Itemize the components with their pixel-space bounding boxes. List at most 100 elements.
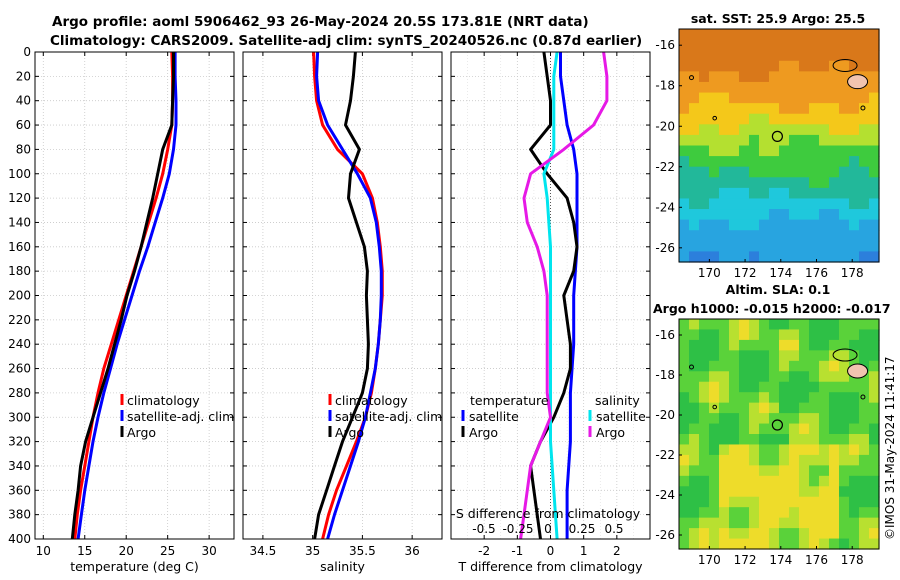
map-cell [859,528,870,540]
map-cell [739,187,750,200]
map-cell [749,198,760,210]
map-cell [819,444,830,456]
map-cell [789,528,800,540]
map-x-tick-label: 178 [841,553,864,567]
map-cell [729,134,740,147]
y-tick-label: 360 [8,483,31,497]
map-cell [859,454,870,466]
map-cell [699,538,710,550]
map-cell [859,371,870,383]
map-cell [699,81,710,94]
series-line-temperature-satellite [559,52,579,539]
map-cell [749,423,760,435]
y-tick-label: 140 [8,215,31,229]
map-cell [789,103,800,115]
map-cell [769,251,780,263]
map-cell [719,402,730,414]
map-cell [689,339,700,351]
y-tick-label: 100 [8,167,31,181]
map-cell [709,528,720,540]
map-cell [869,444,880,456]
map-cell [799,240,810,253]
top-tick-label: 0 [544,522,552,536]
legend-label: satellite [469,409,519,424]
map-cell [689,454,700,466]
map-cell [689,124,700,136]
map-cell [789,134,800,147]
map-cell [699,423,710,435]
map-cell [759,402,770,414]
map-cell [739,360,750,372]
map-cell [829,434,840,446]
map-x-tick-label: 176 [805,266,828,280]
map-cell [789,496,800,508]
map-cell [679,496,690,508]
map-cell [719,319,730,331]
map-cell [769,39,780,51]
map-cell [789,60,800,72]
map-cell [759,360,770,372]
map-cell [799,381,810,393]
map-cell [699,209,710,221]
map-cell [839,92,850,104]
map-cell [689,166,700,178]
map-cell [809,423,820,435]
map-cell [709,230,720,242]
map-cell [779,507,790,519]
map-cell [689,517,700,529]
map-cell [729,413,740,425]
map-cell [679,124,690,136]
map-y-tick-label: -16 [655,328,675,342]
map-cell [709,39,720,51]
x-tick-label: -1 [511,544,523,558]
map-cell [829,517,840,529]
map-cell [689,475,700,487]
map-cell [849,103,860,115]
map-cell [729,71,740,83]
map-cell [859,198,870,210]
map-cell [679,187,690,200]
map-cell [729,402,740,414]
map-frame [678,28,880,263]
series-line-satellite-adj-clim [315,51,383,540]
x-axis-label: salinity [320,559,365,574]
map-cell [739,465,750,477]
map-cell [869,50,880,62]
map-cell [869,251,880,263]
map-cell [829,187,840,200]
map-cell [749,538,760,550]
map-cell [779,329,790,341]
map-cell [819,434,830,446]
map-cell [679,329,690,341]
map-cell [849,329,860,341]
map-cell [799,319,810,331]
map-cell [809,50,820,62]
map-cell [789,517,800,529]
map-cell [739,113,750,125]
map-cell [829,209,840,221]
map-cell [839,496,850,508]
map-cell [799,434,810,446]
map-cell [809,444,820,456]
map-cell [769,230,780,242]
map-cell [789,329,800,341]
map-cell [749,528,760,540]
map-cell [859,517,870,529]
map-cell [679,134,690,147]
map-cell [709,454,720,466]
map-y-tick-label: -24 [655,488,675,502]
map-cell [789,145,800,157]
map-cell [809,187,820,200]
map-cell [759,187,770,200]
map-cell [759,198,770,210]
map-cell [829,124,840,136]
map-cell [709,198,720,210]
imos-timestamp: ©IMOS 31-May-2024 11:41:17 [883,356,897,540]
map-cell [749,444,760,456]
map-cell [779,81,790,94]
top-axis-label: S difference from climatology [456,506,641,521]
map-cell [869,134,880,147]
map-cell [679,475,690,487]
map-cell [749,517,760,529]
map-cell [709,507,720,519]
